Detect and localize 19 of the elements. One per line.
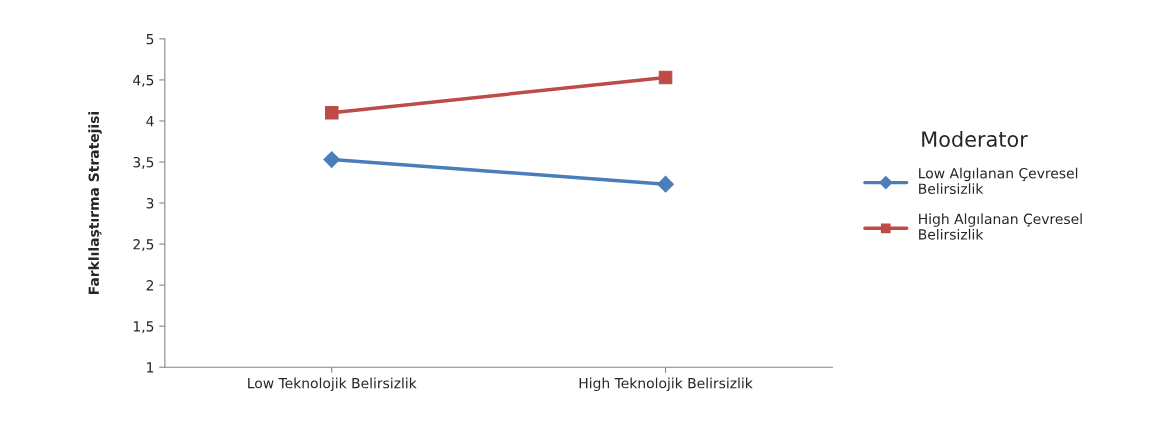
y-tick-label: 5 bbox=[146, 34, 154, 45]
y-tick-label: 4,5 bbox=[133, 75, 154, 87]
point bbox=[658, 70, 673, 85]
point bbox=[657, 175, 674, 193]
y-axis-title: Farklılaştırma Stratejisi bbox=[88, 111, 102, 294]
y-tick-label: 1,5 bbox=[133, 321, 154, 334]
y-tick-label: 3,5 bbox=[133, 156, 154, 169]
y-tick-label: 3 bbox=[146, 198, 154, 209]
point bbox=[323, 151, 341, 168]
legend-label: Low Algılanan Çevresel Belirsizlik bbox=[919, 167, 1078, 195]
y-tick-label: 2 bbox=[146, 280, 154, 291]
x-tick-label: High Teknolojik Belirsizlik bbox=[579, 377, 753, 392]
x-tick-label: Low Teknolojik Belirsizlik bbox=[248, 377, 417, 392]
legend-title: Moderator bbox=[922, 130, 1028, 148]
legend-label: High Algılanan Çevresel Belirsizlik bbox=[919, 213, 1082, 240]
y-tick-label: 2,5 bbox=[133, 239, 154, 251]
point bbox=[324, 105, 339, 120]
y-tick-label: 4 bbox=[146, 116, 154, 127]
y-tick-label: 1 bbox=[147, 362, 154, 373]
